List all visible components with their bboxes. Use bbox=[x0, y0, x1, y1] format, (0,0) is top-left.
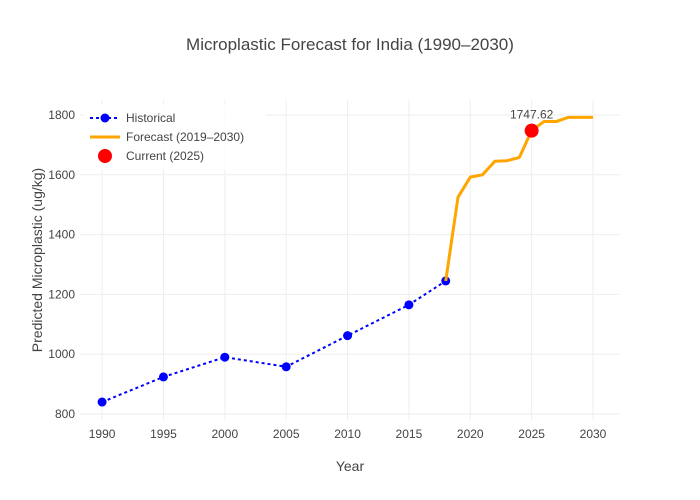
y-tick-label: 1200 bbox=[48, 287, 75, 301]
y-tick-label: 800 bbox=[55, 407, 75, 421]
legend-label: Historical bbox=[126, 111, 175, 125]
legend: Historical Forecast (2019–2030) Current (2… bbox=[84, 104, 266, 170]
x-tick-label: 2010 bbox=[334, 427, 361, 441]
x-tick-label: 2015 bbox=[396, 427, 423, 441]
historical-point bbox=[97, 397, 107, 407]
y-tick-label: 1800 bbox=[48, 108, 75, 122]
y-tick-label: 1400 bbox=[48, 228, 75, 242]
x-tick-label: 2005 bbox=[273, 427, 300, 441]
x-axis-title: Year bbox=[336, 458, 365, 474]
historical-point bbox=[343, 331, 353, 341]
axis-ticks: 1990 1995 2000 2005 2010 2015 2020 2025 2030 800 1… bbox=[48, 108, 606, 441]
x-tick-label: 1990 bbox=[89, 427, 116, 441]
series-0 bbox=[97, 276, 451, 407]
series-1 bbox=[444, 115, 593, 282]
annotations: 1747.62 bbox=[510, 108, 554, 122]
legend-historical-marker bbox=[100, 113, 110, 123]
x-tick-label: 2020 bbox=[457, 427, 484, 441]
y-axis-title: Predicted Microplastic (ug/kg) bbox=[29, 168, 45, 352]
y-tick-label: 1000 bbox=[48, 347, 75, 361]
value-annotation: 1747.62 bbox=[510, 108, 554, 122]
x-tick-label: 2030 bbox=[580, 427, 607, 441]
current-point bbox=[524, 123, 539, 138]
y-tick-label: 1600 bbox=[48, 168, 75, 182]
legend-current-marker bbox=[98, 149, 112, 163]
forecast-line bbox=[444, 115, 593, 282]
historical-point bbox=[281, 362, 291, 372]
historical-line bbox=[101, 280, 447, 403]
chart-title: Microplastic Forecast for India (1990–20… bbox=[186, 35, 514, 54]
historical-point bbox=[158, 372, 168, 382]
legend-label: Forecast (2019–2030) bbox=[126, 130, 244, 144]
historical-point bbox=[220, 352, 230, 362]
grid bbox=[80, 100, 620, 420]
x-tick-label: 2025 bbox=[518, 427, 545, 441]
legend-label: Current (2025) bbox=[126, 149, 204, 163]
x-tick-label: 1995 bbox=[150, 427, 177, 441]
series-2 bbox=[524, 123, 539, 138]
historical-point bbox=[404, 300, 414, 310]
x-tick-label: 2000 bbox=[211, 427, 238, 441]
plot-area bbox=[97, 115, 593, 407]
